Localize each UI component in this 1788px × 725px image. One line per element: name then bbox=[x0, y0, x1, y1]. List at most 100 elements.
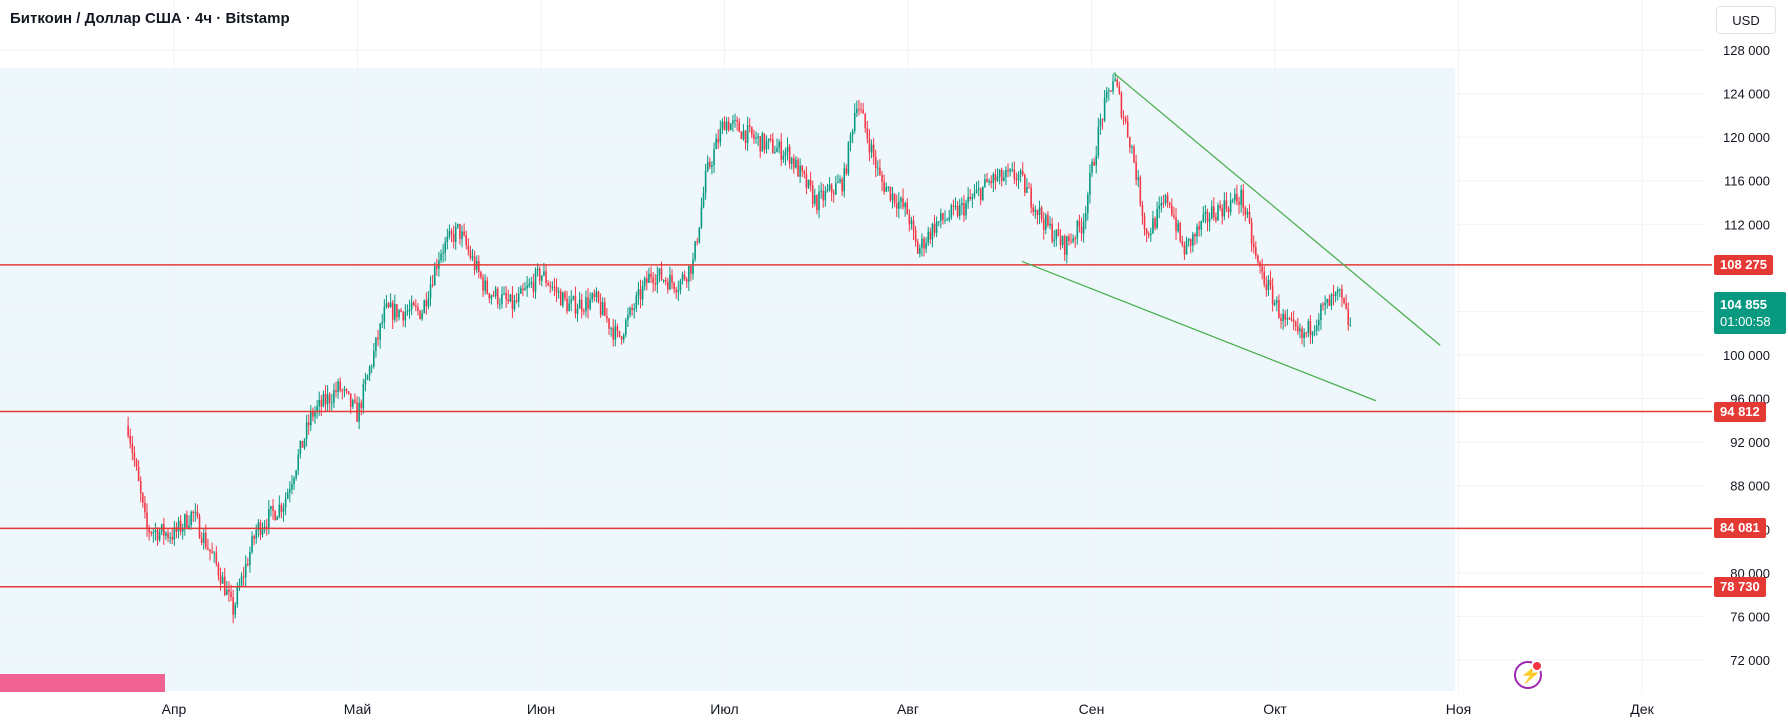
candle-body bbox=[835, 183, 837, 195]
candle-body bbox=[685, 279, 688, 282]
candle-body bbox=[1011, 169, 1014, 171]
candle-body bbox=[832, 192, 835, 195]
candle-body bbox=[830, 184, 833, 193]
candle-body bbox=[769, 138, 772, 140]
candle-body bbox=[509, 294, 512, 302]
candle-body bbox=[1280, 317, 1282, 322]
candle-body bbox=[826, 189, 829, 191]
candle-body bbox=[553, 286, 556, 288]
candle-body bbox=[1059, 236, 1062, 246]
trend-line-0[interactable] bbox=[1113, 72, 1441, 346]
candle-body bbox=[1042, 219, 1045, 230]
candle-body bbox=[368, 367, 371, 376]
candle-body bbox=[320, 399, 323, 407]
candle-body bbox=[885, 187, 888, 192]
candle-body bbox=[127, 425, 129, 436]
candle-body bbox=[1047, 214, 1049, 226]
candle-body bbox=[1135, 162, 1137, 181]
candle-body bbox=[429, 284, 432, 299]
candle-body bbox=[727, 121, 730, 131]
candle-body bbox=[228, 589, 230, 593]
candle-body bbox=[1242, 189, 1245, 208]
candle-body bbox=[1000, 169, 1003, 181]
candle-body bbox=[1133, 146, 1135, 163]
x-tick-label: Ноя bbox=[1446, 701, 1471, 717]
candle-body bbox=[1313, 330, 1316, 332]
candle-body bbox=[129, 435, 132, 444]
notification-dot bbox=[1531, 660, 1543, 672]
candle-body bbox=[274, 511, 276, 521]
candle-body bbox=[1026, 187, 1028, 193]
candle-body bbox=[1175, 217, 1177, 232]
currency-button[interactable]: USD bbox=[1716, 6, 1776, 34]
candle-body bbox=[381, 321, 384, 324]
candle-body bbox=[715, 138, 717, 150]
candle-body bbox=[1095, 155, 1098, 166]
candle-body bbox=[454, 226, 457, 243]
candle-body bbox=[748, 125, 751, 128]
candle-body bbox=[1345, 303, 1347, 309]
candle-body bbox=[1076, 220, 1079, 239]
candle-body bbox=[704, 170, 707, 193]
candle-body bbox=[996, 176, 999, 181]
candle-body bbox=[1091, 161, 1093, 173]
candle-body bbox=[461, 231, 463, 239]
candle-body bbox=[417, 306, 419, 311]
candle-body bbox=[295, 470, 297, 479]
candle-body bbox=[253, 536, 255, 539]
y-tick-label: 124 000 bbox=[1723, 87, 1770, 102]
candle-body bbox=[1120, 93, 1123, 118]
candle-body bbox=[893, 193, 896, 204]
candle-body bbox=[990, 181, 993, 184]
candle-body bbox=[843, 168, 846, 192]
candle-body bbox=[503, 293, 505, 295]
candle-body bbox=[551, 286, 554, 288]
trend-line-1[interactable] bbox=[1021, 260, 1377, 402]
candle-body bbox=[433, 266, 436, 286]
candle-body bbox=[427, 298, 430, 307]
candle-body bbox=[490, 295, 493, 299]
candle-body bbox=[494, 288, 497, 297]
candle-body bbox=[723, 121, 726, 131]
candle-body bbox=[736, 120, 738, 122]
candle-body bbox=[135, 460, 138, 467]
candle-body bbox=[889, 186, 892, 201]
candle-body bbox=[305, 422, 308, 440]
x-tick-label: Сен bbox=[1079, 701, 1105, 717]
candle-body bbox=[226, 589, 228, 595]
candle-body bbox=[904, 203, 906, 208]
candle-body bbox=[858, 108, 860, 110]
candle-body bbox=[478, 260, 480, 273]
candle-body bbox=[1108, 90, 1110, 92]
candle-body bbox=[247, 563, 249, 566]
candle-body bbox=[1332, 294, 1335, 296]
candle-body bbox=[240, 576, 243, 586]
candle-body bbox=[1171, 205, 1173, 216]
candle-body bbox=[515, 300, 518, 302]
candle-body bbox=[675, 289, 678, 293]
candle-body bbox=[1318, 320, 1320, 326]
candle-body bbox=[950, 205, 953, 218]
candle-body bbox=[1040, 207, 1043, 220]
candle-body bbox=[744, 130, 747, 143]
candle-body bbox=[171, 537, 174, 540]
candle-body bbox=[698, 227, 701, 243]
candle-body bbox=[1129, 137, 1131, 148]
candle-body bbox=[1238, 201, 1240, 205]
candle-body bbox=[139, 480, 142, 494]
candle-body bbox=[912, 220, 915, 231]
candle-body bbox=[895, 203, 898, 209]
y-tick-label: 112 000 bbox=[1724, 217, 1770, 232]
candle-body bbox=[488, 293, 491, 299]
candle-body bbox=[1250, 222, 1253, 244]
candle-body bbox=[532, 282, 535, 292]
candle-body bbox=[1301, 328, 1303, 339]
candle-body bbox=[394, 304, 396, 320]
lightning-icon[interactable]: ⚡ bbox=[1514, 660, 1543, 689]
candle-body bbox=[1252, 243, 1255, 248]
candle-body bbox=[994, 174, 997, 181]
candle-body bbox=[639, 289, 642, 300]
x-tick-label: Окт bbox=[1263, 701, 1287, 717]
candle-body bbox=[853, 112, 856, 132]
